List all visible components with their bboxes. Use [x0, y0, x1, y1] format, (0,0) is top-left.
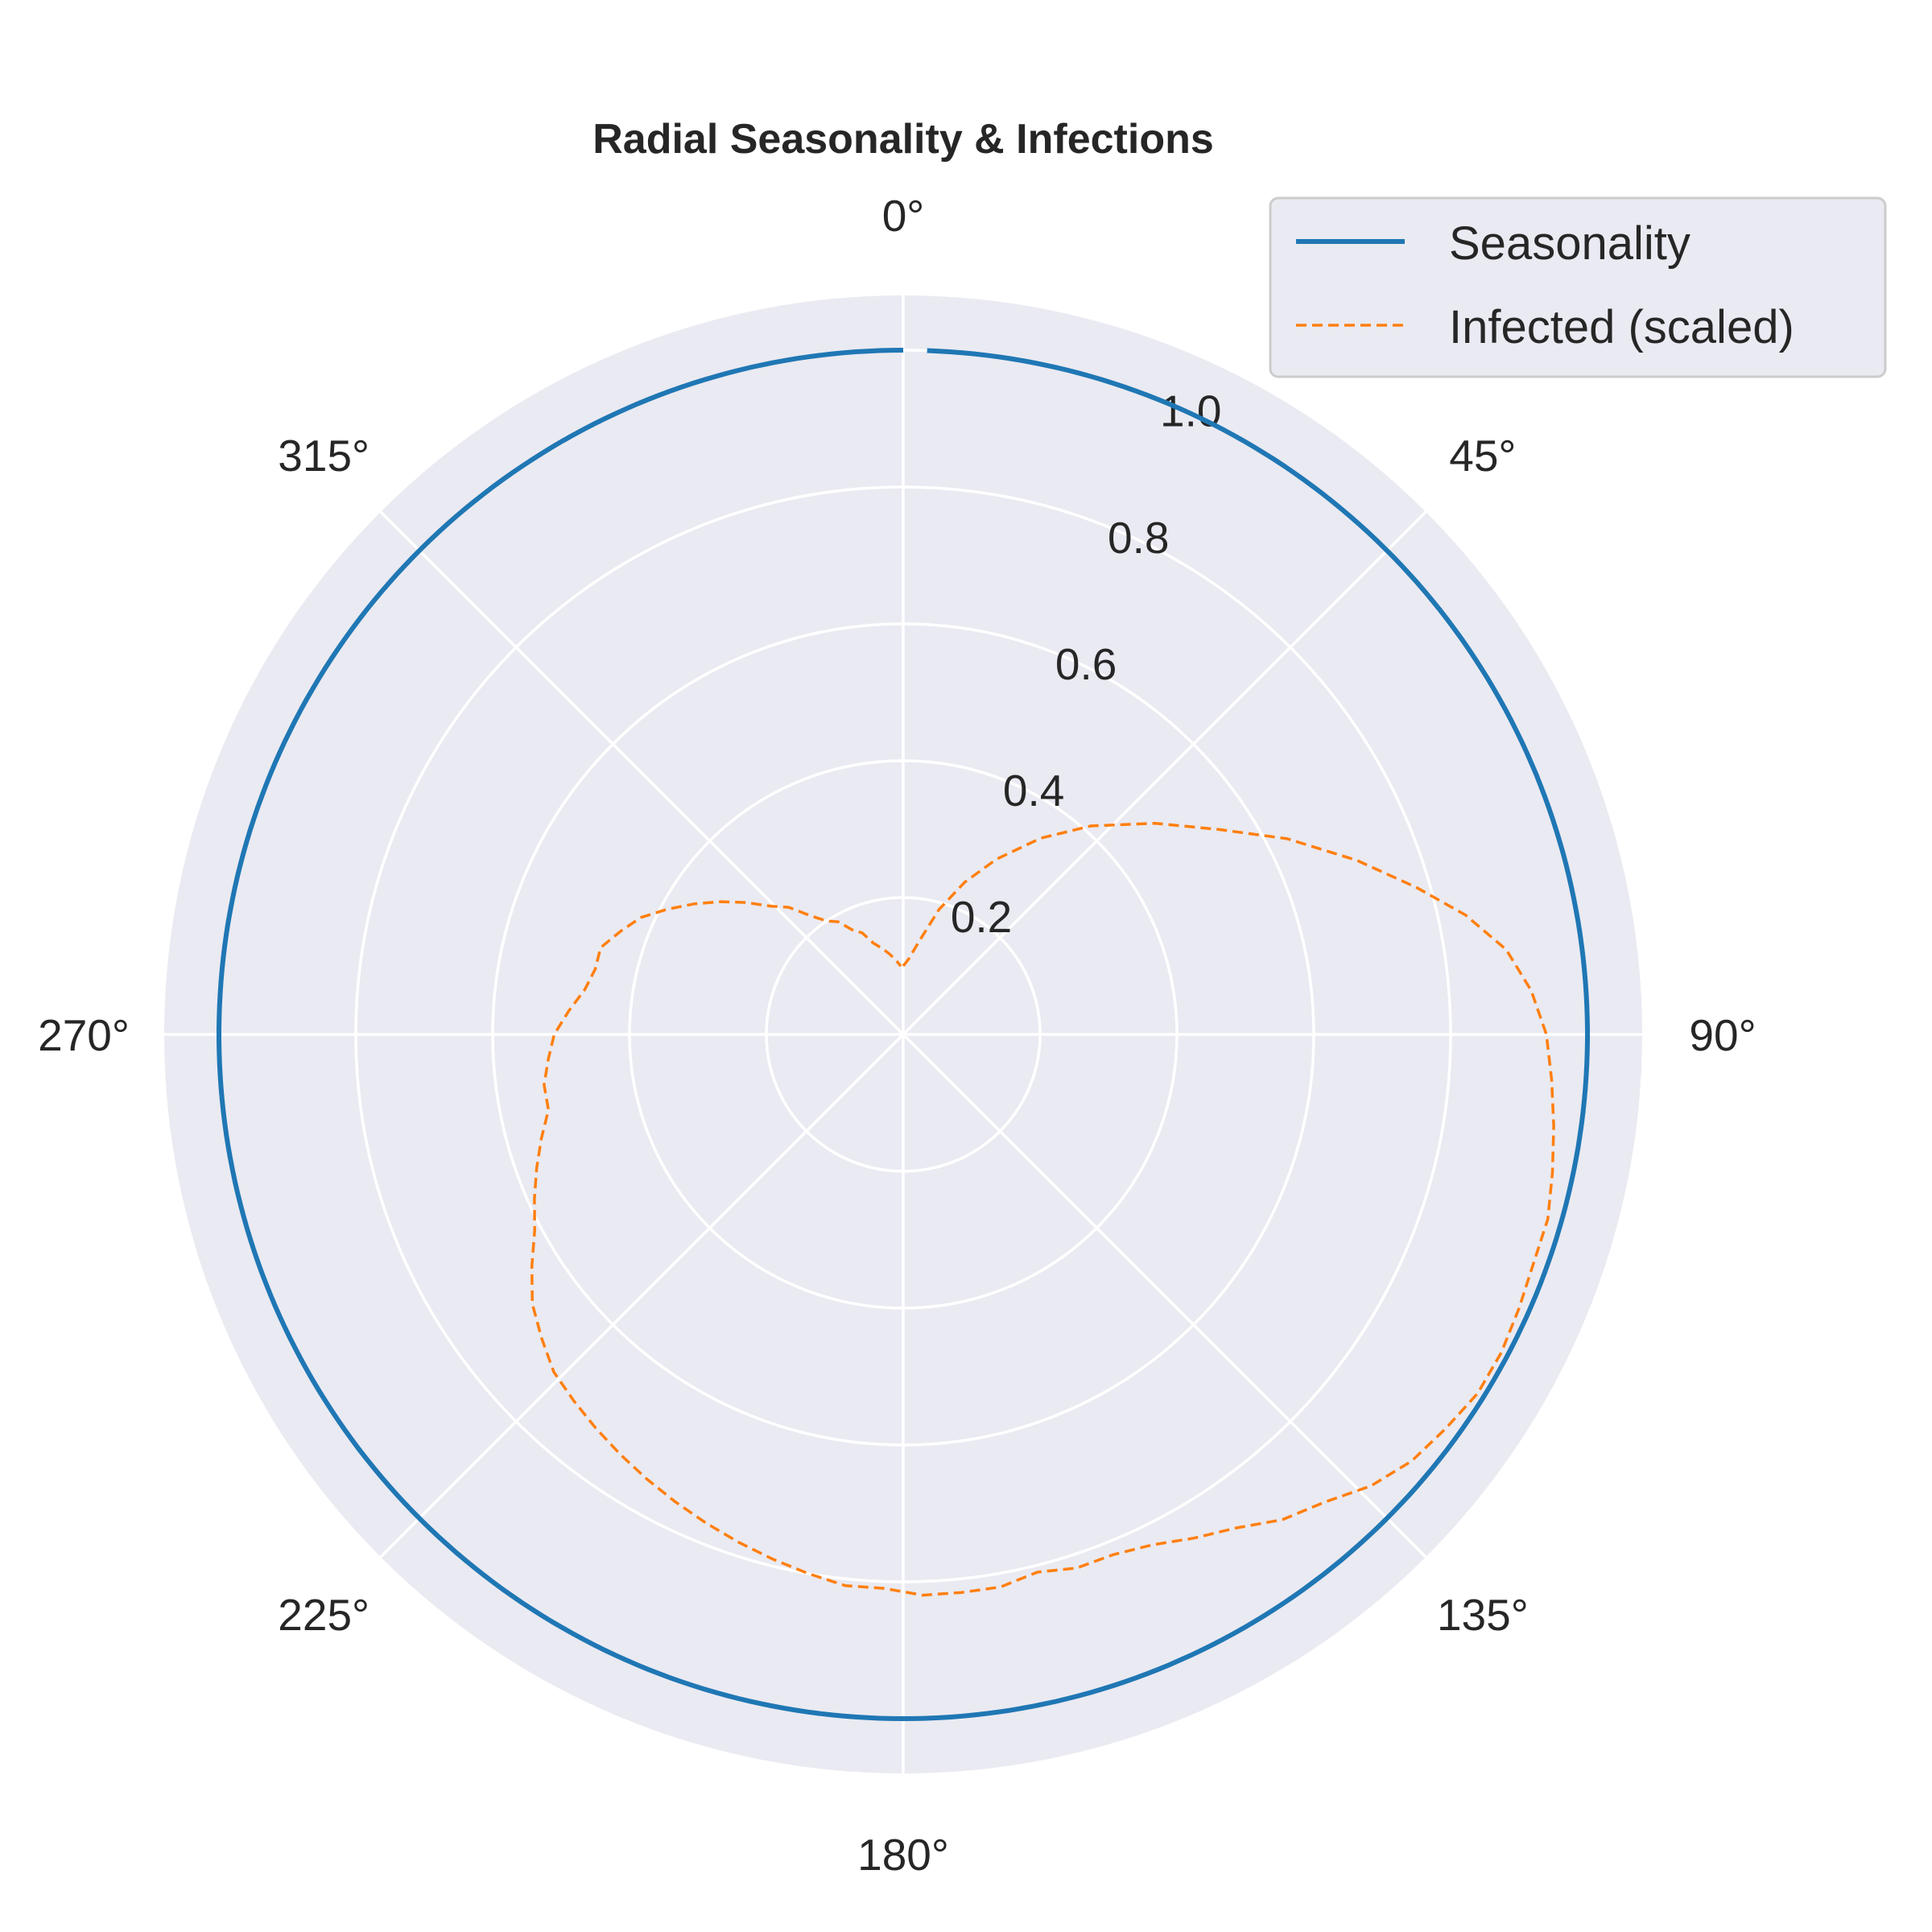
chart-title: Radial Seasonality & Infections [592, 116, 1214, 163]
series-line-infected [530, 821, 1555, 1597]
theta-tick-label-2: 90° [1689, 1010, 1756, 1060]
r-tick-label-0: 0.2 [951, 892, 1012, 942]
legend-box [1269, 196, 1887, 378]
polar-grid [164, 295, 1642, 1773]
theta-tick-label-0: 0° [882, 191, 925, 241]
legend-label-seasonality: Seasonality [1449, 217, 1690, 270]
theta-tick-label-5: 225° [278, 1590, 369, 1640]
theta-tick-label-7: 315° [278, 431, 369, 481]
series-line-seasonality [217, 348, 1590, 1722]
theta-tick-label-3: 135° [1437, 1590, 1529, 1640]
legend: Seasonality Infected (scaled) [1269, 196, 1887, 378]
r-tick-label-2: 0.6 [1055, 639, 1117, 689]
theta-grid-line-7 [379, 510, 905, 1036]
theta-grid-line-5 [379, 1033, 905, 1558]
data-series [217, 348, 1590, 1722]
theta-tick-label-4: 180° [857, 1830, 949, 1880]
theta-tick-labels: 0° 45° 90° 135° 180° 225° 270° 315° [38, 191, 1756, 1880]
legend-label-infected: Infected (scaled) [1449, 301, 1794, 353]
r-tick-labels: 0.20.40.60.81.0 [951, 386, 1222, 942]
theta-grid-line-1 [902, 510, 1427, 1036]
r-tick-label-1: 0.4 [1003, 766, 1064, 815]
r-tick-label-3: 0.8 [1108, 513, 1169, 563]
theta-tick-label-6: 270° [38, 1010, 130, 1060]
theta-grid-line-3 [902, 1033, 1427, 1558]
theta-tick-label-1: 45° [1449, 431, 1516, 481]
